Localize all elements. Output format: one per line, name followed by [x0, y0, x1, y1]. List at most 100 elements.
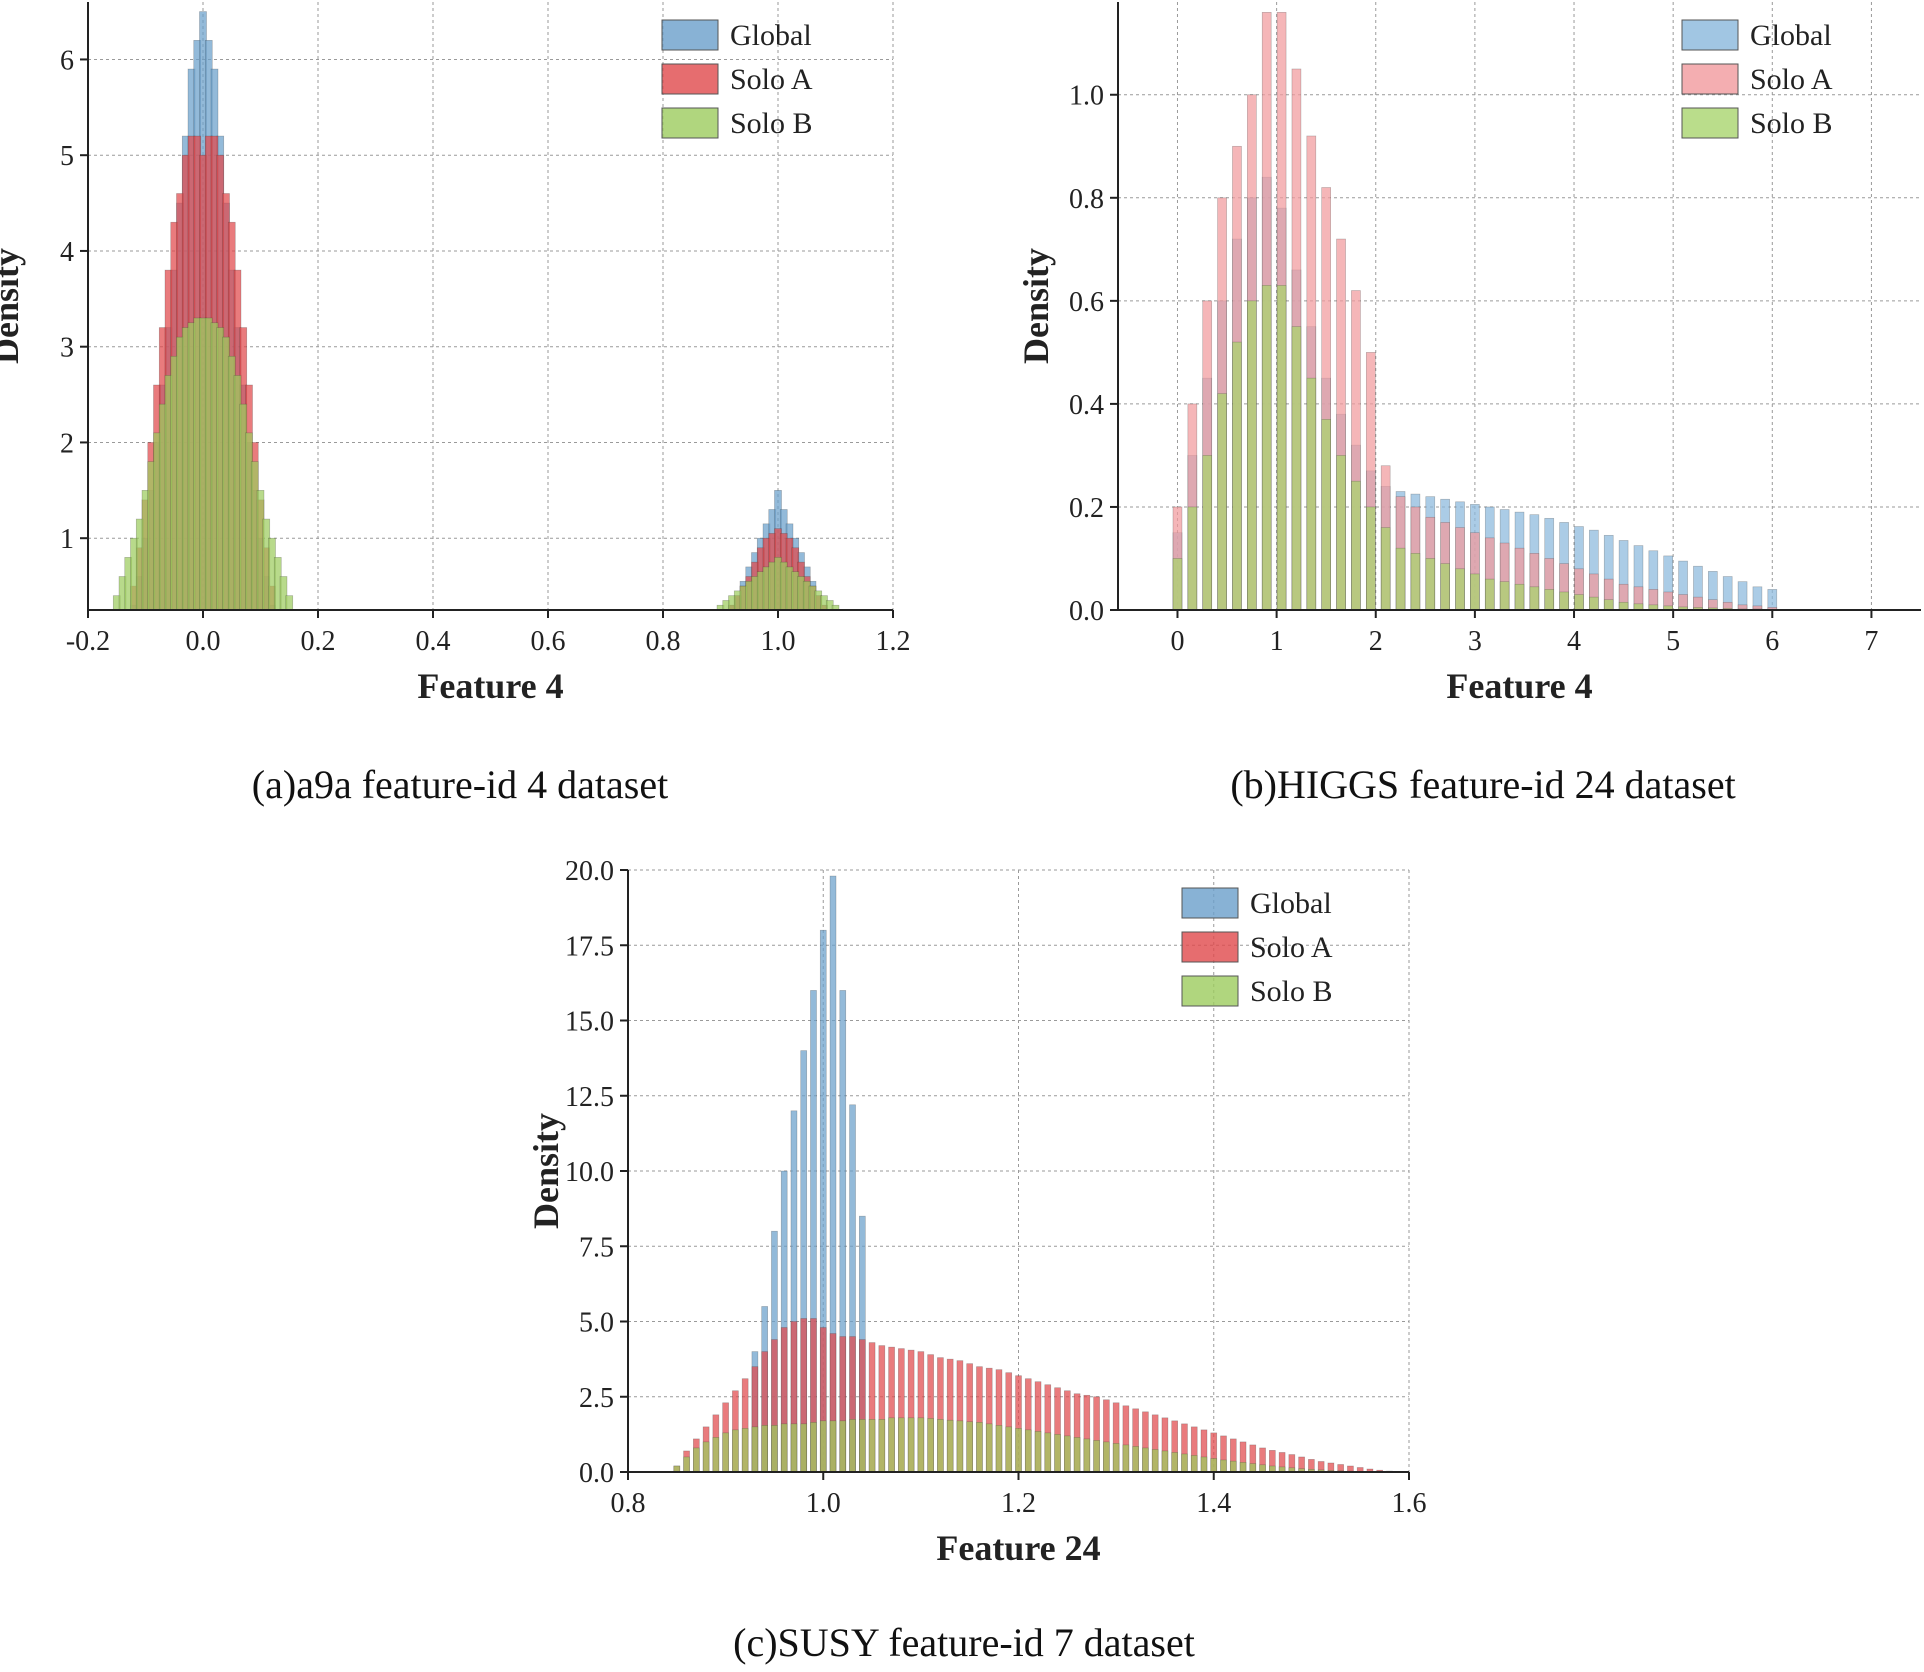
bar — [917, 1417, 925, 1473]
bar — [1005, 1426, 1013, 1473]
y-tick-label: 4 — [60, 237, 74, 268]
x-axis-title: Feature 4 — [1446, 666, 1592, 706]
bar — [1589, 596, 1599, 611]
legend-swatch — [661, 63, 719, 95]
bar — [722, 1432, 729, 1473]
x-tick-label: 1.4 — [1196, 1488, 1231, 1519]
bar — [1187, 506, 1198, 611]
series-solo-b — [673, 1417, 1393, 1473]
legend-swatch — [1681, 19, 1739, 51]
y-tick-label: 17.5 — [565, 931, 614, 962]
bar — [927, 1418, 934, 1473]
bar — [1365, 506, 1376, 611]
bar — [1122, 1444, 1130, 1473]
bar — [800, 1423, 808, 1473]
bar — [702, 1441, 710, 1473]
bar — [1210, 1458, 1218, 1473]
bar — [712, 1437, 720, 1473]
bar — [1172, 558, 1183, 611]
legend-label: Solo A — [1750, 63, 1833, 96]
bar — [1603, 599, 1614, 611]
series-solo-b — [112, 317, 840, 611]
bar — [1291, 326, 1302, 611]
bar — [1083, 1438, 1091, 1473]
bar — [1470, 573, 1480, 611]
bar — [732, 1429, 739, 1473]
bar — [1559, 591, 1569, 611]
bar — [1574, 594, 1584, 611]
y-tick-label: 7.5 — [579, 1232, 614, 1263]
bar — [771, 1425, 778, 1473]
bar — [1321, 419, 1331, 611]
bar — [1202, 455, 1213, 611]
x-tick-label: -0.2 — [66, 626, 110, 657]
y-tick-label: 5.0 — [579, 1308, 614, 1339]
chart-caption: (b)HIGGS feature-id 24 dataset — [1230, 762, 1735, 807]
x-tick-label: 5 — [1666, 626, 1680, 657]
y-axis-title: Density — [0, 248, 26, 364]
bar — [780, 1423, 788, 1473]
x-tick-label: 1.0 — [761, 626, 796, 657]
y-tick-label: 1.0 — [1069, 81, 1104, 112]
bar — [1514, 583, 1525, 611]
legend-swatch — [1181, 887, 1239, 919]
bar — [829, 1420, 837, 1473]
x-tick-label: 2 — [1369, 626, 1383, 657]
bar — [819, 1420, 827, 1473]
bar — [1380, 527, 1391, 611]
legend: Global Solo A Solo B — [1181, 887, 1333, 1008]
legend-label: Global — [1250, 887, 1332, 920]
x-tick-label: 0.2 — [301, 626, 336, 657]
x-tick-label: 1.6 — [1392, 1488, 1427, 1519]
y-tick-label: 6 — [60, 45, 74, 76]
y-tick-label: 1 — [60, 524, 74, 555]
chart-caption: (a)a9a feature-id 4 dataset — [252, 762, 668, 807]
bar — [1351, 480, 1361, 611]
y-axis-title: Density — [1016, 248, 1056, 364]
y-tick-label: 0.0 — [579, 1458, 614, 1489]
bar — [1261, 285, 1272, 611]
bar — [1484, 578, 1495, 611]
bar — [1440, 563, 1450, 611]
x-tick-label: 0.4 — [416, 626, 451, 657]
bar — [985, 1423, 993, 1473]
bar — [868, 1419, 876, 1473]
x-tick-label: 4 — [1567, 626, 1581, 657]
legend-swatch — [661, 107, 719, 139]
bar — [1190, 1455, 1198, 1473]
x-tick-label: 1.2 — [876, 626, 911, 657]
bar — [1229, 1460, 1237, 1473]
bar — [790, 1423, 798, 1473]
bar — [946, 1419, 954, 1473]
x-tick-label: 0.8 — [646, 626, 681, 657]
bar — [1395, 547, 1406, 611]
bar — [1499, 581, 1510, 611]
bar — [1161, 1450, 1169, 1473]
y-tick-label: 0.6 — [1069, 287, 1104, 318]
legend: Global Solo A Solo B — [661, 19, 813, 140]
bar — [1767, 589, 1778, 611]
bar — [741, 1428, 749, 1473]
x-tick-label: 1 — [1270, 626, 1284, 657]
bar — [1306, 377, 1317, 611]
chart-2: 0.8 1.0 1.2 1.4 1.6 0.0 2.5 5.0 7.5 10.0 12.5 15.0 1… — [526, 856, 1427, 1665]
y-tick-label: 0.4 — [1069, 390, 1104, 421]
legend-swatch — [661, 19, 719, 51]
bar — [976, 1422, 983, 1473]
bar — [1336, 455, 1346, 611]
legend: Global Solo A Solo B — [1681, 19, 1833, 140]
bar — [1220, 1459, 1227, 1473]
y-tick-label: 0.0 — [1069, 596, 1104, 627]
y-tick-label: 10.0 — [565, 1157, 614, 1188]
bar — [858, 1419, 866, 1473]
bar — [1112, 1443, 1120, 1473]
y-tick-label: 12.5 — [565, 1082, 614, 1113]
series-global — [751, 875, 866, 1473]
x-tick-label: 0.6 — [531, 626, 566, 657]
legend-swatch — [1181, 931, 1239, 963]
bar — [966, 1421, 973, 1473]
bar — [956, 1420, 964, 1473]
bar — [1151, 1449, 1159, 1473]
bar — [1544, 589, 1555, 611]
bar — [888, 1417, 895, 1473]
